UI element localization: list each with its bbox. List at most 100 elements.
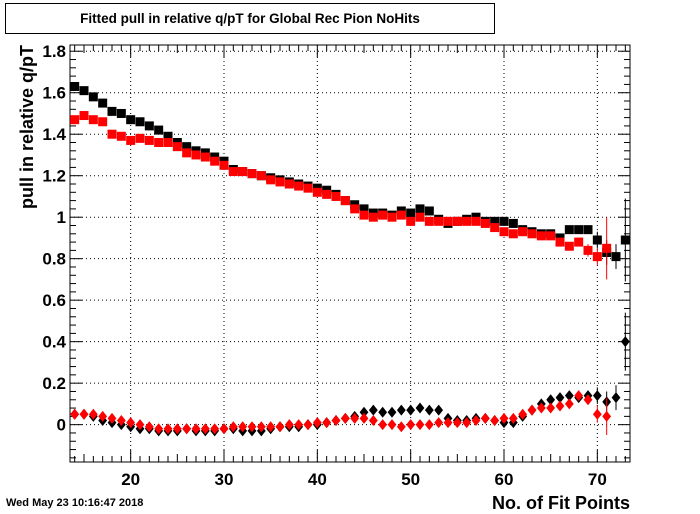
data-point xyxy=(452,417,462,429)
data-point xyxy=(508,218,518,228)
data-point xyxy=(592,235,602,245)
data-point xyxy=(163,423,173,435)
data-point xyxy=(135,133,145,143)
data-point xyxy=(378,210,388,220)
data-point xyxy=(406,419,416,431)
data-point xyxy=(480,218,490,228)
data-point xyxy=(126,135,136,145)
data-point xyxy=(564,241,574,251)
data-point xyxy=(499,412,509,424)
data-point xyxy=(359,210,369,220)
data-point xyxy=(116,131,126,141)
series-1 xyxy=(70,111,612,280)
series-3 xyxy=(70,390,612,436)
data-point xyxy=(564,225,574,235)
data-point xyxy=(368,404,378,416)
data-point xyxy=(135,419,145,431)
series-0 xyxy=(70,81,630,282)
data-point xyxy=(592,252,602,262)
data-point xyxy=(452,216,462,226)
data-point xyxy=(294,419,304,431)
data-point xyxy=(79,111,89,121)
data-point xyxy=(228,421,238,433)
data-point xyxy=(312,417,322,429)
data-point xyxy=(116,108,126,118)
data-point xyxy=(340,412,350,424)
data-point xyxy=(508,229,518,239)
data-point xyxy=(378,419,388,431)
axis-ticks xyxy=(70,45,630,462)
data-point xyxy=(574,390,584,402)
data-point xyxy=(210,156,220,166)
x-tick-label: 40 xyxy=(308,470,327,489)
data-point xyxy=(415,204,425,214)
data-point xyxy=(527,404,537,416)
data-point xyxy=(406,404,416,416)
data-point xyxy=(490,216,500,226)
data-point xyxy=(331,415,341,427)
y-tick-label: 1.2 xyxy=(42,167,66,186)
data-point xyxy=(350,412,360,424)
data-point xyxy=(368,212,378,222)
y-tick-label: 0 xyxy=(57,416,66,435)
data-point xyxy=(499,227,509,237)
y-tick-label: 1.8 xyxy=(42,42,66,61)
x-tick-label: 50 xyxy=(401,470,420,489)
data-point xyxy=(611,392,621,404)
data-point xyxy=(406,208,416,218)
data-point xyxy=(331,191,341,201)
data-point xyxy=(368,415,378,427)
data-point xyxy=(172,142,182,152)
data-point xyxy=(322,189,332,199)
data-point xyxy=(574,225,584,235)
data-point xyxy=(200,423,210,435)
data-point xyxy=(424,404,434,416)
data-point xyxy=(182,423,192,435)
data-point xyxy=(266,421,276,433)
data-point xyxy=(490,415,500,427)
y-tick-label: 0.2 xyxy=(42,374,66,393)
grid-lines xyxy=(70,45,630,462)
data-point xyxy=(284,419,294,431)
data-point xyxy=(294,181,304,191)
data-point xyxy=(191,423,201,435)
data-point xyxy=(462,417,472,429)
data-point xyxy=(424,216,434,226)
data-point xyxy=(546,402,556,414)
x-axis-title: No. of Fit Points xyxy=(492,493,630,513)
series-2 xyxy=(70,312,630,437)
data-point xyxy=(238,421,248,433)
plot-frame xyxy=(69,44,631,463)
data-point xyxy=(98,98,108,108)
data-point xyxy=(88,92,98,102)
data-point xyxy=(88,115,98,125)
data-point xyxy=(228,167,238,177)
data-point xyxy=(424,206,434,216)
data-point xyxy=(172,423,182,435)
data-point xyxy=(275,177,285,187)
data-point xyxy=(396,210,406,220)
data-point xyxy=(312,187,322,197)
data-point xyxy=(574,237,584,247)
data-point xyxy=(564,390,574,402)
data-point xyxy=(126,417,136,429)
data-point xyxy=(415,402,425,414)
data-point xyxy=(256,171,266,181)
data-point xyxy=(247,421,257,433)
y-tick-label: 1.6 xyxy=(42,84,66,103)
data-point xyxy=(70,408,80,420)
data-point xyxy=(88,408,98,420)
data-point xyxy=(359,204,369,214)
data-point xyxy=(98,410,108,422)
data-point xyxy=(480,412,490,424)
data-point xyxy=(499,216,509,226)
data-point xyxy=(144,121,154,131)
data-point xyxy=(592,390,602,402)
data-point xyxy=(564,398,574,410)
data-point xyxy=(219,423,229,435)
data-point xyxy=(200,152,210,162)
data-point xyxy=(284,179,294,189)
data-point xyxy=(396,404,406,416)
data-point xyxy=(443,417,453,429)
